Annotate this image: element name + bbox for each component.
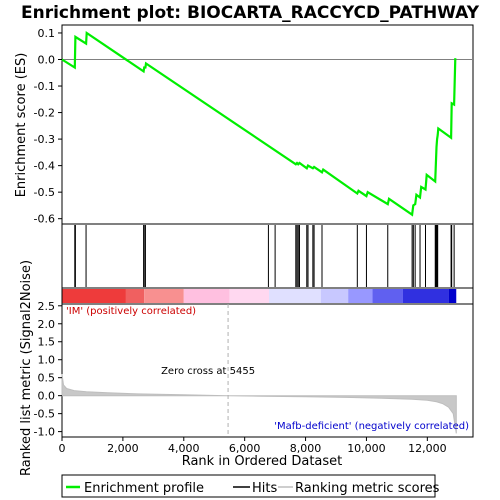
metric-y-axis: 2.5 2.0 1.5 1.0 0.5 0.0 -0.5 -1.0 <box>34 300 62 439</box>
metric-x-tick-label: 0 <box>59 442 66 455</box>
hits-marks <box>74 225 455 287</box>
rank-gradient-bar <box>61 287 474 305</box>
metric-x-tick-label: 2,000 <box>107 442 139 455</box>
es-y-axis-label: Enrichment score (ES) <box>14 53 29 198</box>
metric-x-tick-label: 6,000 <box>229 442 261 455</box>
gradient-segment <box>125 289 145 303</box>
gradient-segment <box>62 289 126 303</box>
es-y-tick-label: -0.2 <box>34 107 55 120</box>
es-y-axis: 0.1 0.0 -0.1 -0.2 -0.3 -0.4 -0.5 -0.6 <box>34 27 62 226</box>
legend-metric-label: Ranking metric scores <box>295 481 440 496</box>
metric-panel-frame <box>61 303 474 438</box>
es-y-tick-label: -0.6 <box>34 213 55 226</box>
gradient-segment <box>372 289 403 303</box>
metric-y-tick-label: 0.0 <box>38 390 56 403</box>
es-y-tick-label: -0.5 <box>34 186 55 199</box>
es-panel-frame <box>61 24 474 225</box>
gradient-segment <box>144 289 184 303</box>
enrichment-profile-line <box>61 31 457 217</box>
gradient-segment <box>183 289 230 303</box>
chart-title: Enrichment plot: BIOCARTA_RACCYCD_PATHWA… <box>21 3 480 23</box>
legend: Enrichment profile Hits Ranking metric s… <box>61 474 440 498</box>
metric-y-tick-label: 2.5 <box>38 300 56 313</box>
hits-panel <box>61 223 474 289</box>
metric-x-tick-label: 8,000 <box>290 442 322 455</box>
metric-x-tick-label: 10,000 <box>347 442 386 455</box>
metric-y-tick-label: -1.0 <box>34 426 55 439</box>
positive-correlation-label: 'IM' (positively correlated) <box>66 306 196 317</box>
metric-panel: Zero cross at 5455 'IM' (positively corr… <box>19 260 474 476</box>
legend-frame <box>61 474 436 498</box>
gradient-segment <box>269 289 321 303</box>
ranking-metric-area <box>61 374 457 434</box>
es-y-tick-label: -0.1 <box>34 80 55 93</box>
metric-y-tick-label: 1.5 <box>38 336 56 349</box>
zero-cross-label: Zero cross at 5455 <box>161 366 255 377</box>
metric-y-tick-label: 0.5 <box>38 372 56 385</box>
hits-panel-frame <box>61 223 474 289</box>
metric-x-tick-label: 12,000 <box>408 442 447 455</box>
es-y-tick-label: -0.4 <box>34 160 55 173</box>
gradient-segment <box>448 289 457 303</box>
metric-y-tick-label: -0.5 <box>34 408 55 421</box>
metric-x-axis: 0 2,000 4,000 6,000 8,000 10,000 12,000 <box>59 437 447 455</box>
metric-y-tick-label: 1.0 <box>38 354 56 367</box>
es-y-tick-label: 0.1 <box>38 27 56 40</box>
gradient-segment <box>320 289 349 303</box>
metric-x-tick-label: 4,000 <box>168 442 200 455</box>
metric-y-axis-label: Ranked list metric (Signal2Noise) <box>19 260 34 476</box>
es-panel: 0.1 0.0 -0.1 -0.2 -0.3 -0.4 -0.5 -0.6 Enrichmen… <box>14 24 474 226</box>
legend-hits-label: Hits <box>252 481 277 496</box>
metric-x-axis-label: Rank in Ordered Dataset <box>182 454 343 469</box>
legend-profile-label: Enrichment profile <box>84 481 204 496</box>
metric-y-tick-label: 2.0 <box>38 318 56 331</box>
gradient-segment <box>229 289 270 303</box>
es-y-tick-label: 0.0 <box>38 53 56 66</box>
gradient-segment <box>348 289 373 303</box>
negative-correlation-label: 'Mafb-deficient' (negatively correlated) <box>274 421 469 432</box>
gradient-segment <box>402 289 449 303</box>
es-y-tick-label: -0.3 <box>34 133 55 146</box>
